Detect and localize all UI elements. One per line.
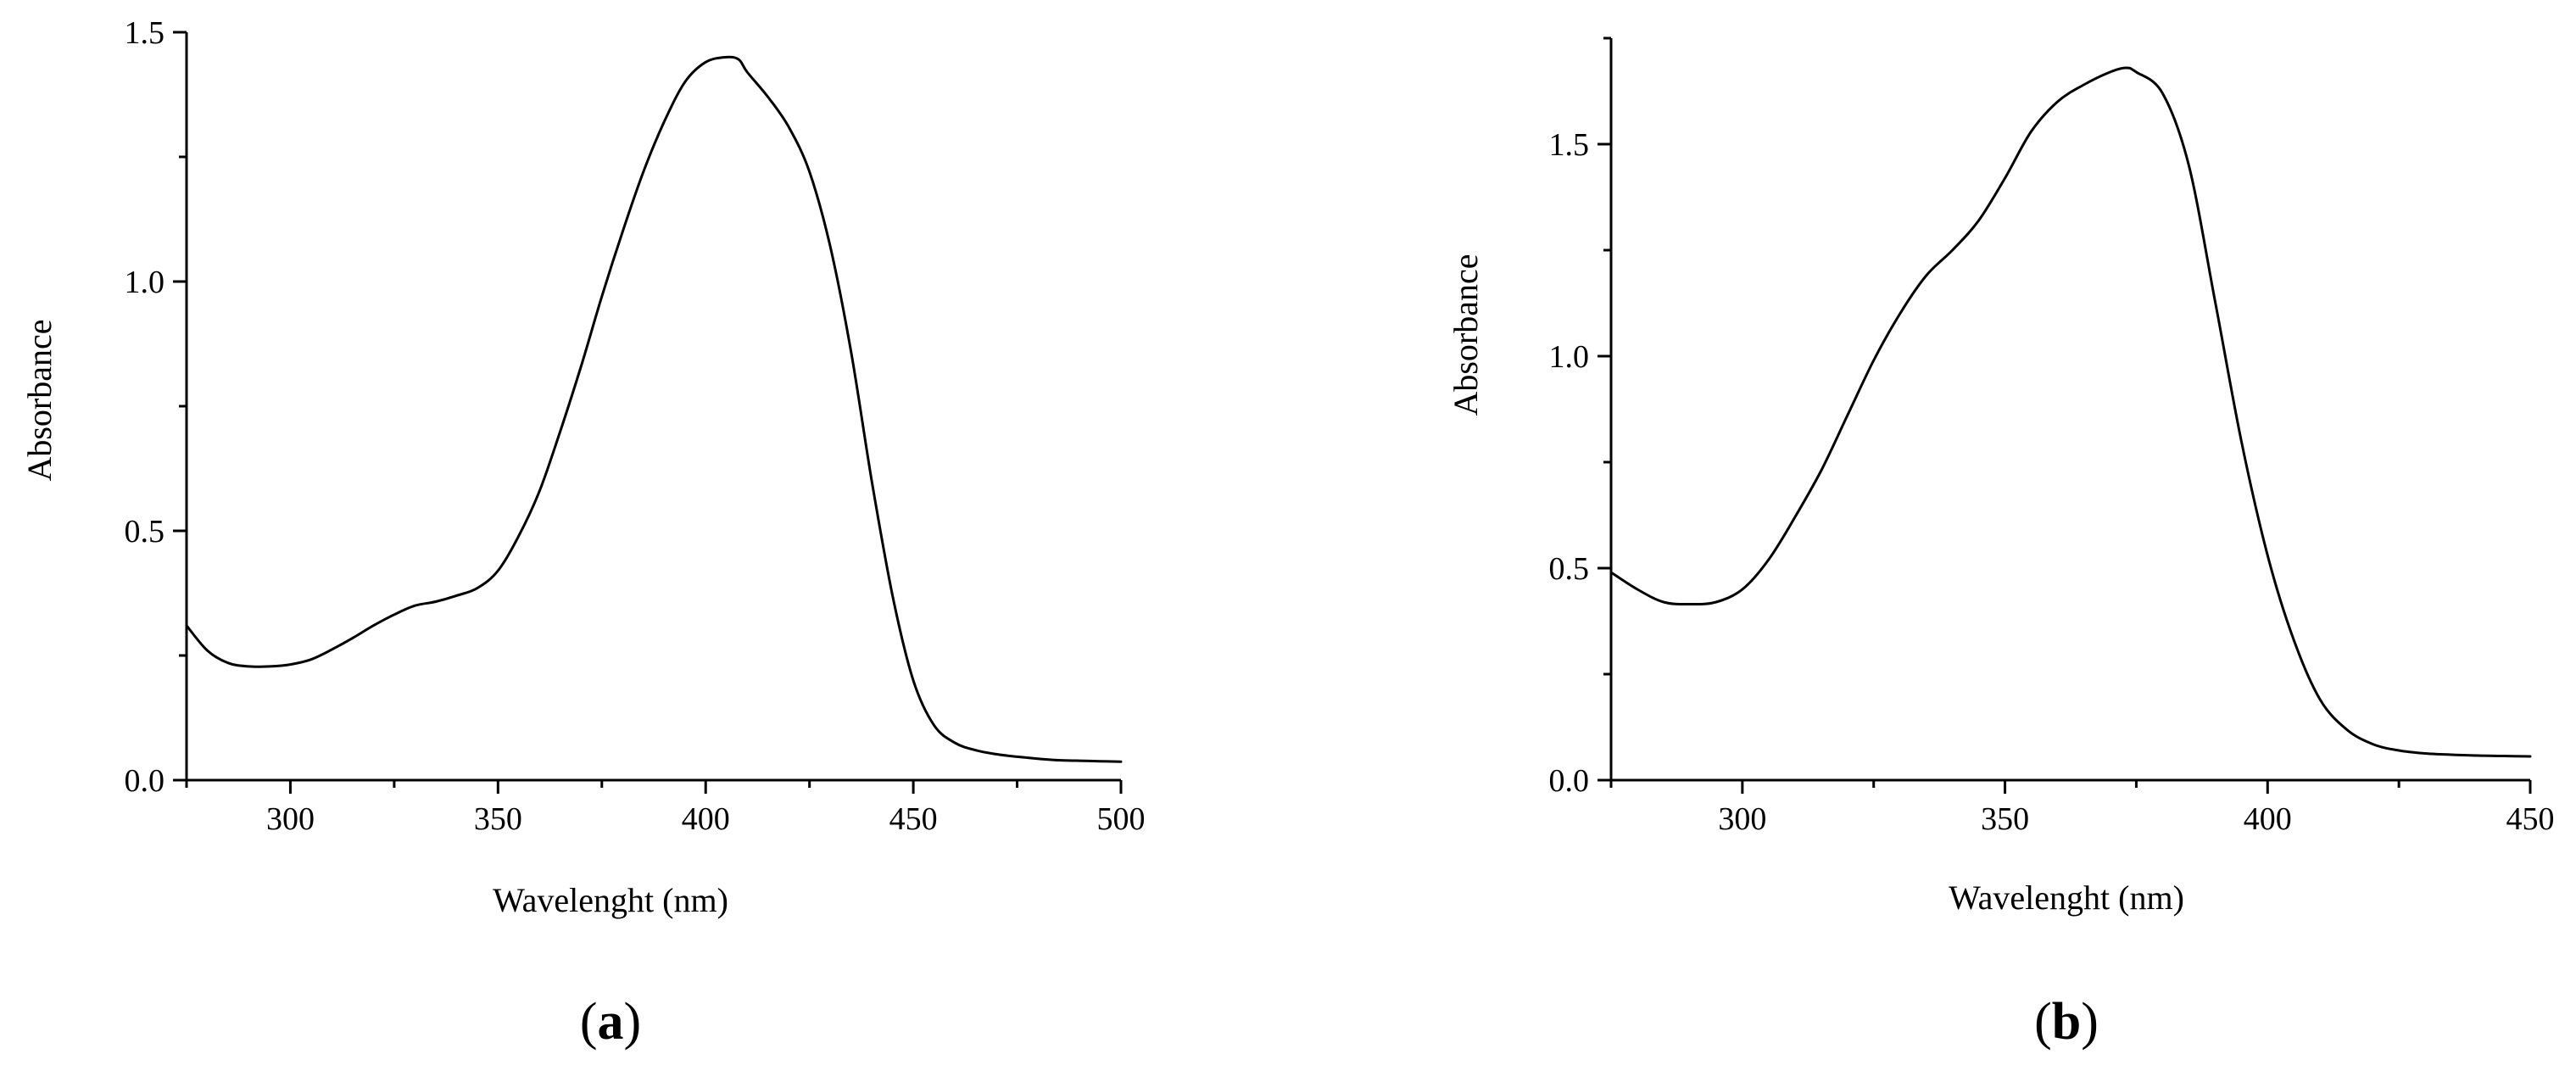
chart-b-panel-label-close: ) (2081, 993, 2099, 1051)
chart-b-x-axis-title: Wavelenght (nm) (1949, 879, 2184, 917)
chart-a-ticks: 300 350 400 450 500 0.0 0.5 1.0 1.5 (125, 15, 1146, 837)
chart-b-y-tick-label: 1.5 (1549, 127, 1590, 163)
chart-b-panel-label: (b) (2034, 993, 2099, 1051)
chart-a-panel-label: (a) (580, 993, 641, 1051)
chart-a-y-tick-label: 1.5 (125, 15, 165, 51)
chart-b-x-tick-label: 300 (1718, 801, 1766, 837)
chart-a-y-tick-label: 0.5 (125, 514, 165, 549)
chart-a-panel-label-open: ( (580, 993, 598, 1051)
chart-b-ticks: 300 350 400 450 0.0 0.5 1.0 1.5 (1549, 36, 2555, 837)
chart-b-panel-label-letter: b (2052, 993, 2081, 1051)
chart-a-x-tick-label: 350 (474, 801, 522, 837)
chart-a-series-line (185, 55, 1123, 763)
chart-a-x-tick-label: 500 (1097, 801, 1146, 837)
chart-a-x-axis-title: Wavelenght (nm) (493, 881, 728, 919)
chart-b-y-tick-label: 0.0 (1549, 763, 1590, 799)
chart-b-y-axis-title: Absorbance (1447, 254, 1485, 416)
chart-b-x-tick-label: 450 (2506, 801, 2555, 837)
chart-a-panel-label-close: ) (624, 993, 642, 1051)
chart-b-x-tick-label: 400 (2244, 801, 2292, 837)
chart-b-y-tick-label: 1.0 (1549, 339, 1590, 375)
chart-a-y-axis-title: Absorbance (20, 319, 59, 481)
chart-b-y-tick-label: 0.5 (1549, 551, 1590, 587)
chart-b-panel-label-open: ( (2034, 993, 2052, 1051)
chart-b: 300 350 400 450 0.0 0.5 1.0 1.5 Wavelenght (nm)… (1447, 36, 2555, 1051)
chart-b-series-line (1609, 66, 2532, 758)
chart-a: 300 350 400 450 500 0.0 0.5 1.0 1.5 Wavelenght (… (20, 15, 1146, 1051)
chart-a-y-tick-label: 1.0 (125, 265, 165, 300)
chart-a-x-tick-label: 450 (889, 801, 938, 837)
chart-a-x-tick-label: 400 (682, 801, 730, 837)
chart-b-x-tick-label: 350 (1981, 801, 2029, 837)
chart-a-x-tick-label: 300 (266, 801, 315, 837)
chart-a-panel-label-letter: a (598, 993, 624, 1051)
chart-a-y-tick-label: 0.0 (125, 763, 165, 799)
